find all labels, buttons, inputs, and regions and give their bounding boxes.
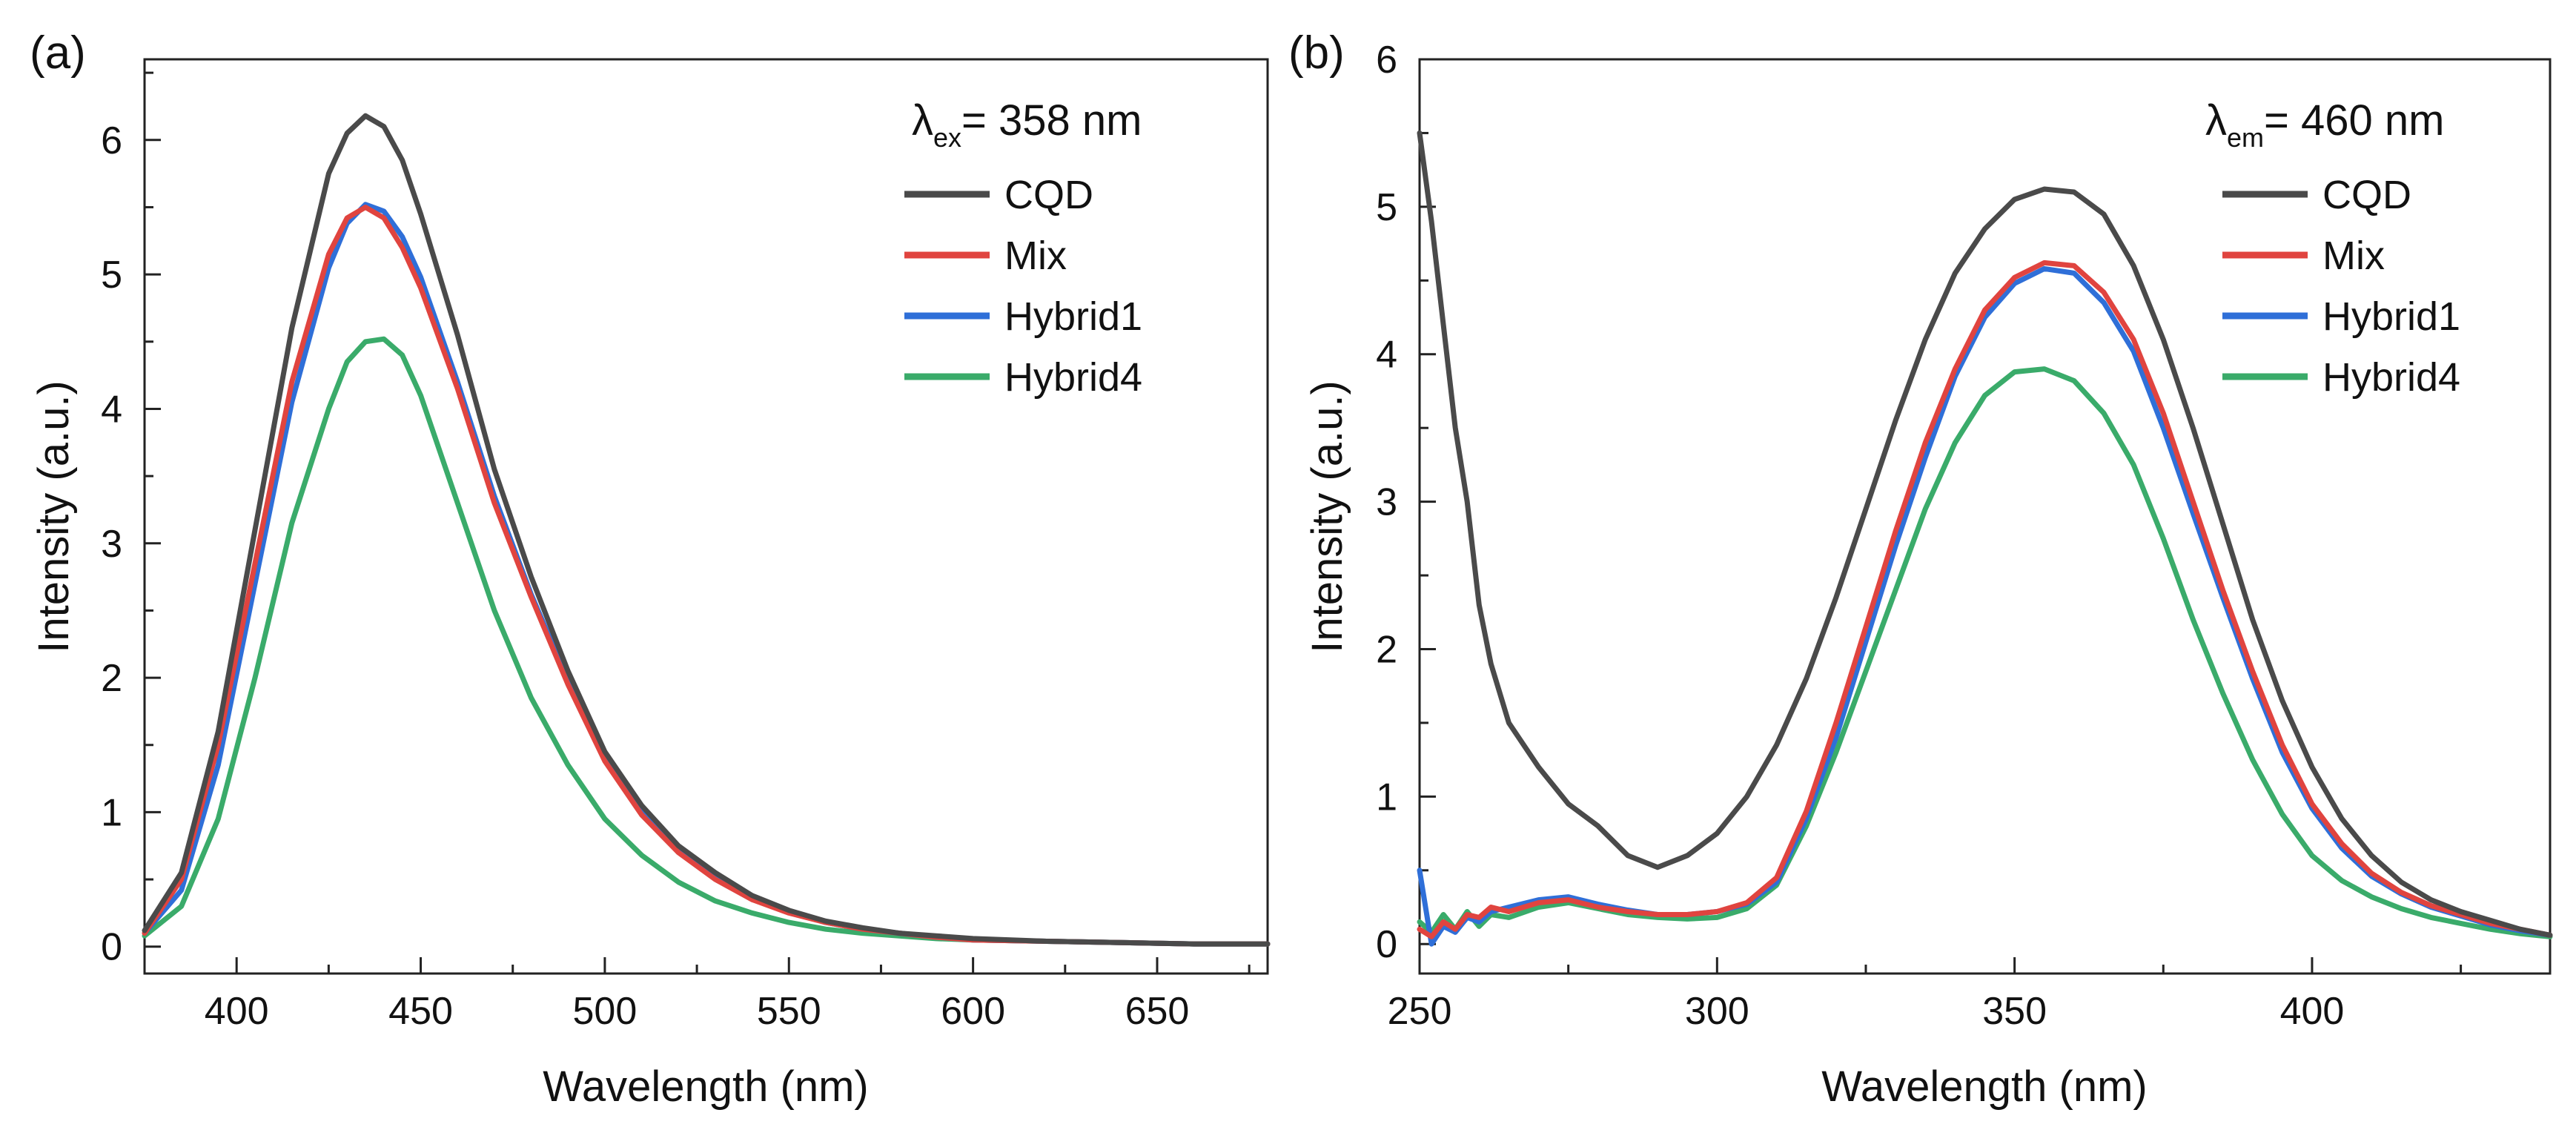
y-tick-label: 6 [1376, 39, 1397, 82]
panel-a-ticks: 400 450 500 550 600 650 0 1 2 3 4 5 6 [101, 71, 1251, 1033]
legend-label-hybrid4: Hybrid4 [1004, 355, 1142, 400]
y-tick-label: 6 [101, 119, 122, 162]
x-tick-label: 250 [1388, 990, 1452, 1033]
y-tick-label: 4 [101, 388, 122, 431]
panel-b-plot-frame [1418, 58, 2552, 975]
x-tick-label: 350 [1982, 990, 2047, 1033]
panel-b-annotation: λem= 460 nm [2205, 96, 2444, 153]
series-line-hybrid4 [142, 336, 1271, 947]
series-line-mix [1417, 260, 2553, 939]
panel-a: (a) 400 450 500 550 600 650 0 1 2 3 4 5 6 Wavelength… [30, 27, 1271, 1111]
y-tick-label: 1 [101, 791, 122, 834]
annotation-subscript: ex [933, 122, 961, 153]
x-tick-label: 600 [941, 990, 1005, 1033]
panel-a-legend: CQD Mix Hybrid1 Hybrid4 [904, 173, 1142, 400]
legend-label-mix: Mix [2322, 234, 2385, 278]
legend-label-mix: Mix [1004, 234, 1067, 278]
panel-a-series [142, 113, 1271, 947]
panel-b-ylabel: Intensity (a.u.) [1303, 380, 1351, 652]
panel-a-annotation: λex= 358 nm [912, 96, 1142, 153]
legend-label-cqd: CQD [1004, 173, 1093, 217]
series-line-cqd [142, 113, 1271, 947]
legend-label-cqd: CQD [2322, 173, 2411, 217]
annotation-value: = 358 nm [961, 96, 1142, 145]
panel-a-label: (a) [30, 27, 86, 79]
series-line-hybrid1 [1417, 265, 2553, 947]
panel-b-legend: CQD Mix Hybrid1 Hybrid4 [2222, 173, 2460, 400]
panel-b-series [1417, 130, 2553, 947]
annotation-value: = 460 nm [2264, 96, 2444, 145]
annotation-subscript: em [2227, 122, 2264, 153]
panel-a-plot-frame [143, 58, 1269, 975]
x-tick-label: 500 [573, 990, 638, 1033]
series-line-hybrid4 [1417, 366, 2553, 939]
y-tick-label: 4 [1376, 334, 1397, 377]
x-tick-label: 550 [757, 990, 821, 1033]
panel-b-xlabel: Wavelength (nm) [1821, 1062, 2147, 1111]
panel-a-xlabel: Wavelength (nm) [543, 1062, 868, 1111]
panel-b-label: (b) [1288, 27, 1345, 79]
x-tick-label: 400 [205, 990, 269, 1033]
panel-a-ylabel: Intensity (a.u.) [30, 380, 78, 652]
y-tick-label: 3 [101, 523, 122, 566]
y-tick-label: 5 [1376, 186, 1397, 229]
y-tick-label: 0 [101, 926, 122, 969]
legend-label-hybrid1: Hybrid1 [2322, 294, 2460, 339]
y-tick-label: 2 [101, 657, 122, 700]
legend-label-hybrid4: Hybrid4 [2322, 355, 2460, 400]
legend-label-hybrid1: Hybrid1 [1004, 294, 1142, 339]
y-tick-label: 0 [1376, 923, 1397, 966]
panel-b-ticks: 250 300 350 400 0 1 2 3 4 5 6 [1376, 39, 2463, 1033]
x-tick-label: 450 [388, 990, 453, 1033]
y-tick-label: 2 [1376, 628, 1397, 671]
lambda-symbol: λ [2205, 96, 2227, 145]
y-tick-label: 1 [1376, 776, 1397, 819]
y-tick-label: 5 [101, 254, 122, 297]
series-line-cqd [1417, 130, 2553, 938]
y-tick-label: 3 [1376, 481, 1397, 524]
x-tick-label: 650 [1125, 990, 1190, 1033]
lambda-symbol: λ [912, 96, 933, 145]
x-tick-label: 400 [2280, 990, 2345, 1033]
x-tick-label: 300 [1685, 990, 1749, 1033]
